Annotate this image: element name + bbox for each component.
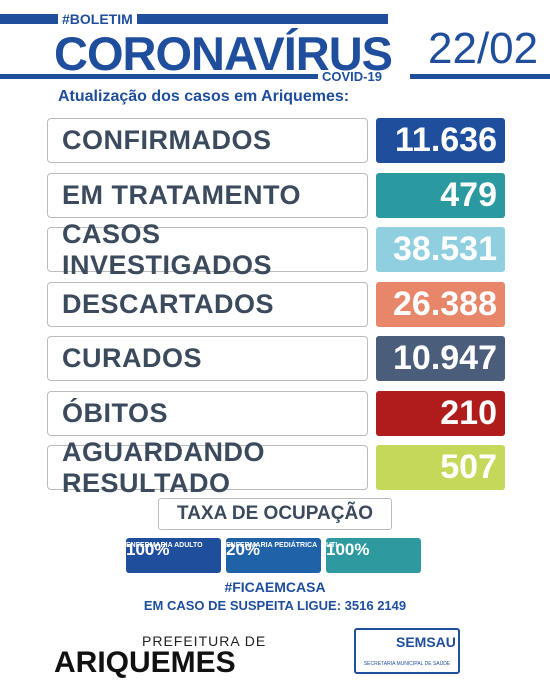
occupancy-value: 100% bbox=[326, 540, 370, 559]
occupancy-label: UTI bbox=[326, 542, 338, 549]
title-underline bbox=[0, 74, 318, 79]
row-label: DESCARTADOS bbox=[47, 281, 368, 327]
occupancy-value: 20% bbox=[226, 540, 261, 559]
row-label: CONFIRMADOS bbox=[47, 118, 368, 163]
tag: #BOLETIM bbox=[58, 11, 137, 27]
row-label: EM TRATAMENTO bbox=[47, 172, 368, 218]
subtitle: COVID-19 bbox=[322, 69, 382, 84]
row-label: ÓBITOS bbox=[47, 390, 368, 436]
row-value: 38.531 bbox=[376, 227, 505, 272]
occupancy-title: TAXA DE OCUPAÇÃO bbox=[158, 498, 392, 530]
city-prefix: PREFEITURA DE bbox=[142, 633, 267, 649]
row-value: 26.388 bbox=[376, 281, 505, 327]
date-rule bbox=[410, 74, 550, 79]
row-label: AGUARDANDO RESULTADO bbox=[47, 437, 368, 498]
top-bar bbox=[0, 14, 388, 24]
hashtag: #FICAEMCASA bbox=[224, 579, 326, 595]
row-label: CURADOS bbox=[47, 336, 368, 381]
title: CORONAVÍRUS bbox=[54, 27, 393, 80]
row-value: 10.947 bbox=[376, 336, 505, 381]
occupancy-item: UTI 100% bbox=[326, 538, 421, 573]
occupancy-label: ENFERMARIA PEDIÁTRICA bbox=[226, 542, 318, 549]
occupancy-label: ENFERMARIA ADULTO bbox=[126, 542, 203, 549]
semsau-sub: SECRETARIA MUNICIPAL DE SAÚDE bbox=[363, 661, 451, 667]
row-value: 479 bbox=[376, 172, 505, 218]
row-value: 507 bbox=[376, 445, 505, 490]
occupancy-item: ENFERMARIA ADULTO 100% bbox=[126, 538, 221, 573]
occupancy-value: 100% bbox=[126, 540, 170, 559]
occupancy-item: ENFERMARIA PEDIÁTRICA 20% bbox=[226, 538, 321, 573]
row-value: 11.636 bbox=[376, 118, 505, 163]
city: ARIQUEMES bbox=[54, 646, 236, 679]
row-value: 210 bbox=[376, 390, 505, 436]
phone: EM CASO DE SUSPEITA LIGUE: 3516 2149 bbox=[143, 598, 407, 613]
date: 22/02 bbox=[428, 24, 539, 73]
semsau: SEMSAU bbox=[396, 634, 456, 650]
semsau-logo bbox=[354, 628, 460, 674]
row-label: CASOS INVESTIGADOS bbox=[47, 219, 368, 280]
update: Atualização dos casos em Ariquemes: bbox=[58, 88, 350, 105]
